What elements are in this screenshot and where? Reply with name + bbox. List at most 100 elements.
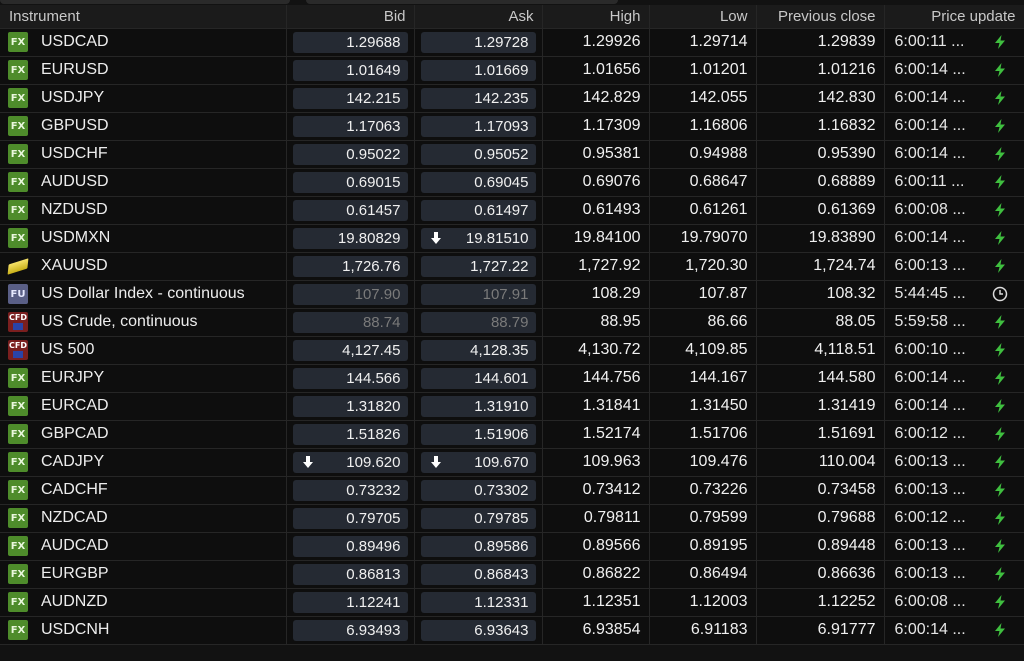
table-row[interactable]: FX USDMXN 19.80829 19.81510 19.84100 19.79070… (0, 224, 1024, 253)
ask-price-button[interactable]: 0.79785 (420, 507, 536, 529)
table-row[interactable]: FX CADCHF 0.73232 0.73302 0.73412 0.73226 0.73… (0, 476, 1024, 505)
price-update-cell: 6:00:14 ... (884, 392, 1024, 421)
table-row[interactable]: XAUUSD 1,726.76 1,727.22 1,727.92 1,720.30 1,… (0, 252, 1024, 281)
bid-price-button[interactable]: 0.95022 (292, 143, 408, 165)
ask-price-button[interactable]: 0.69045 (420, 171, 536, 193)
bid-price-button[interactable]: 88.74 (292, 311, 408, 333)
column-header-price-update[interactable]: Price update (884, 5, 1024, 29)
high-cell: 1.01656 (542, 56, 650, 85)
ask-price-button[interactable]: 144.601 (420, 367, 536, 389)
column-header-high[interactable]: High (542, 5, 650, 29)
ask-price-button[interactable]: 1.51906 (420, 423, 536, 445)
ask-price-button[interactable]: 19.81510 (420, 227, 536, 249)
bolt-icon (994, 371, 1005, 385)
ask-price-button[interactable]: 4,128.35 (420, 339, 536, 361)
table-row[interactable]: FX AUDNZD 1.12241 1.12331 1.12351 1.12003 1.12… (0, 588, 1024, 617)
table-row[interactable]: FX EURJPY 144.566 144.601 144.756 144.167 144.… (0, 364, 1024, 393)
bid-price-button[interactable]: 1,726.76 (292, 255, 408, 277)
fx-badge-icon: FX (8, 116, 28, 136)
bid-price: 1.31820 (346, 397, 401, 415)
table-row[interactable]: FX GBPUSD 1.17063 1.17093 1.17309 1.16806 1.16… (0, 112, 1024, 141)
bid-price-button[interactable]: 1.29688 (292, 31, 408, 53)
ask-price-button[interactable]: 1.01669 (420, 59, 536, 81)
column-header-previous-close[interactable]: Previous close (756, 5, 885, 29)
ask-price-button[interactable]: 1.12331 (420, 591, 536, 613)
high-cell: 1,727.92 (542, 252, 650, 281)
ask-price-button[interactable]: 0.73302 (420, 479, 536, 501)
bid-price-button[interactable]: 1.51826 (292, 423, 408, 445)
bid-price: 109.620 (346, 453, 401, 471)
ask-price-button[interactable]: 109.670 (420, 451, 536, 473)
table-row[interactable]: FX AUDCAD 0.89496 0.89586 0.89566 0.89195 0.89… (0, 532, 1024, 561)
column-header-low[interactable]: Low (649, 5, 757, 29)
table-row[interactable]: CFD US Crude, continuous 88.74 88.79 88.95 86… (0, 308, 1024, 337)
bid-price-button[interactable]: 1.31820 (292, 395, 408, 417)
bid-price-button[interactable]: 19.80829 (292, 227, 408, 249)
table-row[interactable]: FX USDCHF 0.95022 0.95052 0.95381 0.94988 0.95… (0, 140, 1024, 169)
bid-price: 88.74 (362, 313, 401, 331)
table-row[interactable]: FX USDJPY 142.215 142.235 142.829 142.055 142.… (0, 84, 1024, 113)
high-cell: 109.963 (542, 448, 650, 477)
bid-price-button[interactable]: 107.90 (292, 283, 408, 305)
table-row[interactable]: FX NZDUSD 0.61457 0.61497 0.61493 0.61261 0.61… (0, 196, 1024, 225)
bid-price-button[interactable]: 142.215 (292, 87, 408, 109)
bid-cell: 88.74 (286, 308, 415, 337)
bid-price-button[interactable]: 4,127.45 (292, 339, 408, 361)
update-time: 6:00:14 ... (894, 397, 966, 414)
bid-price-button[interactable]: 0.79705 (292, 507, 408, 529)
bid-price-button[interactable]: 109.620 (292, 451, 408, 473)
ask-price-button[interactable]: 0.95052 (420, 143, 536, 165)
bid-price-button[interactable]: 6.93493 (292, 619, 408, 641)
low-cell: 1.16806 (649, 112, 757, 141)
fx-badge-icon: FX (8, 536, 28, 556)
ask-price-button[interactable]: 1.29728 (420, 31, 536, 53)
table-row[interactable]: FX USDCAD 1.29688 1.29728 1.29926 1.29714 1.29… (0, 28, 1024, 57)
column-header-instrument[interactable]: Instrument (0, 5, 287, 29)
column-header-bid[interactable]: Bid (286, 5, 415, 29)
ask-price-button[interactable]: 0.89586 (420, 535, 536, 557)
ask-price-button[interactable]: 88.79 (420, 311, 536, 333)
bolt-icon (994, 539, 1005, 553)
instrument-name: XAUUSD (41, 257, 108, 274)
bid-price-button[interactable]: 0.73232 (292, 479, 408, 501)
price-update-cell: 5:59:58 ... (884, 308, 1024, 337)
high-cell: 0.73412 (542, 476, 650, 505)
toolbar-segment (306, 0, 618, 4)
bid-price-button[interactable]: 1.12241 (292, 591, 408, 613)
instrument-cell: FX USDJPY (0, 84, 287, 113)
ask-price-button[interactable]: 0.86843 (420, 563, 536, 585)
table-row[interactable]: FX NZDCAD 0.79705 0.79785 0.79811 0.79599 0.79… (0, 504, 1024, 533)
ask-price-button[interactable]: 1.17093 (420, 115, 536, 137)
ask-price-button[interactable]: 1,727.22 (420, 255, 536, 277)
bid-price-button[interactable]: 1.01649 (292, 59, 408, 81)
table-row[interactable]: FX EURCAD 1.31820 1.31910 1.31841 1.31450 1.31… (0, 392, 1024, 421)
bid-price-button[interactable]: 0.61457 (292, 199, 408, 221)
ask-price-button[interactable]: 107.91 (420, 283, 536, 305)
table-row[interactable]: FX EURGBP 0.86813 0.86843 0.86822 0.86494 0.86… (0, 560, 1024, 589)
bid-price: 1.29688 (346, 33, 401, 51)
table-row[interactable]: FX GBPCAD 1.51826 1.51906 1.52174 1.51706 1.51… (0, 420, 1024, 449)
table-row[interactable]: FX AUDUSD 0.69015 0.69045 0.69076 0.68647 0.68… (0, 168, 1024, 197)
bid-price-button[interactable]: 0.86813 (292, 563, 408, 585)
instrument-name: AUDUSD (41, 173, 109, 190)
bid-price-button[interactable]: 0.89496 (292, 535, 408, 557)
ask-price-button[interactable]: 1.31910 (420, 395, 536, 417)
ask-price-button[interactable]: 142.235 (420, 87, 536, 109)
ask-price-button[interactable]: 6.93643 (420, 619, 536, 641)
ask-cell: 109.670 (414, 448, 543, 477)
bolt-icon (994, 203, 1005, 217)
ask-price-button[interactable]: 0.61497 (420, 199, 536, 221)
bid-price-button[interactable]: 1.17063 (292, 115, 408, 137)
bid-cell: 1.29688 (286, 28, 415, 57)
table-row[interactable]: FX CADJPY 109.620 109.670 109.963 109.476 110.… (0, 448, 1024, 477)
bid-price: 19.80829 (337, 229, 401, 247)
column-header-ask[interactable]: Ask (414, 5, 543, 29)
table-row[interactable]: FX USDCNH 6.93493 6.93643 6.93854 6.91183 6.91… (0, 616, 1024, 645)
table-row[interactable]: CFD US 500 4,127.45 4,128.35 4,130.72 4,109.8… (0, 336, 1024, 365)
bid-price-button[interactable]: 0.69015 (292, 171, 408, 193)
table-row[interactable]: FU US Dollar Index - continuous 107.90 107.… (0, 280, 1024, 309)
ask-price: 0.86843 (474, 565, 529, 583)
bid-price-button[interactable]: 144.566 (292, 367, 408, 389)
table-row[interactable]: FX EURUSD 1.01649 1.01669 1.01656 1.01201 1.01… (0, 56, 1024, 85)
high-cell: 1.31841 (542, 392, 650, 421)
